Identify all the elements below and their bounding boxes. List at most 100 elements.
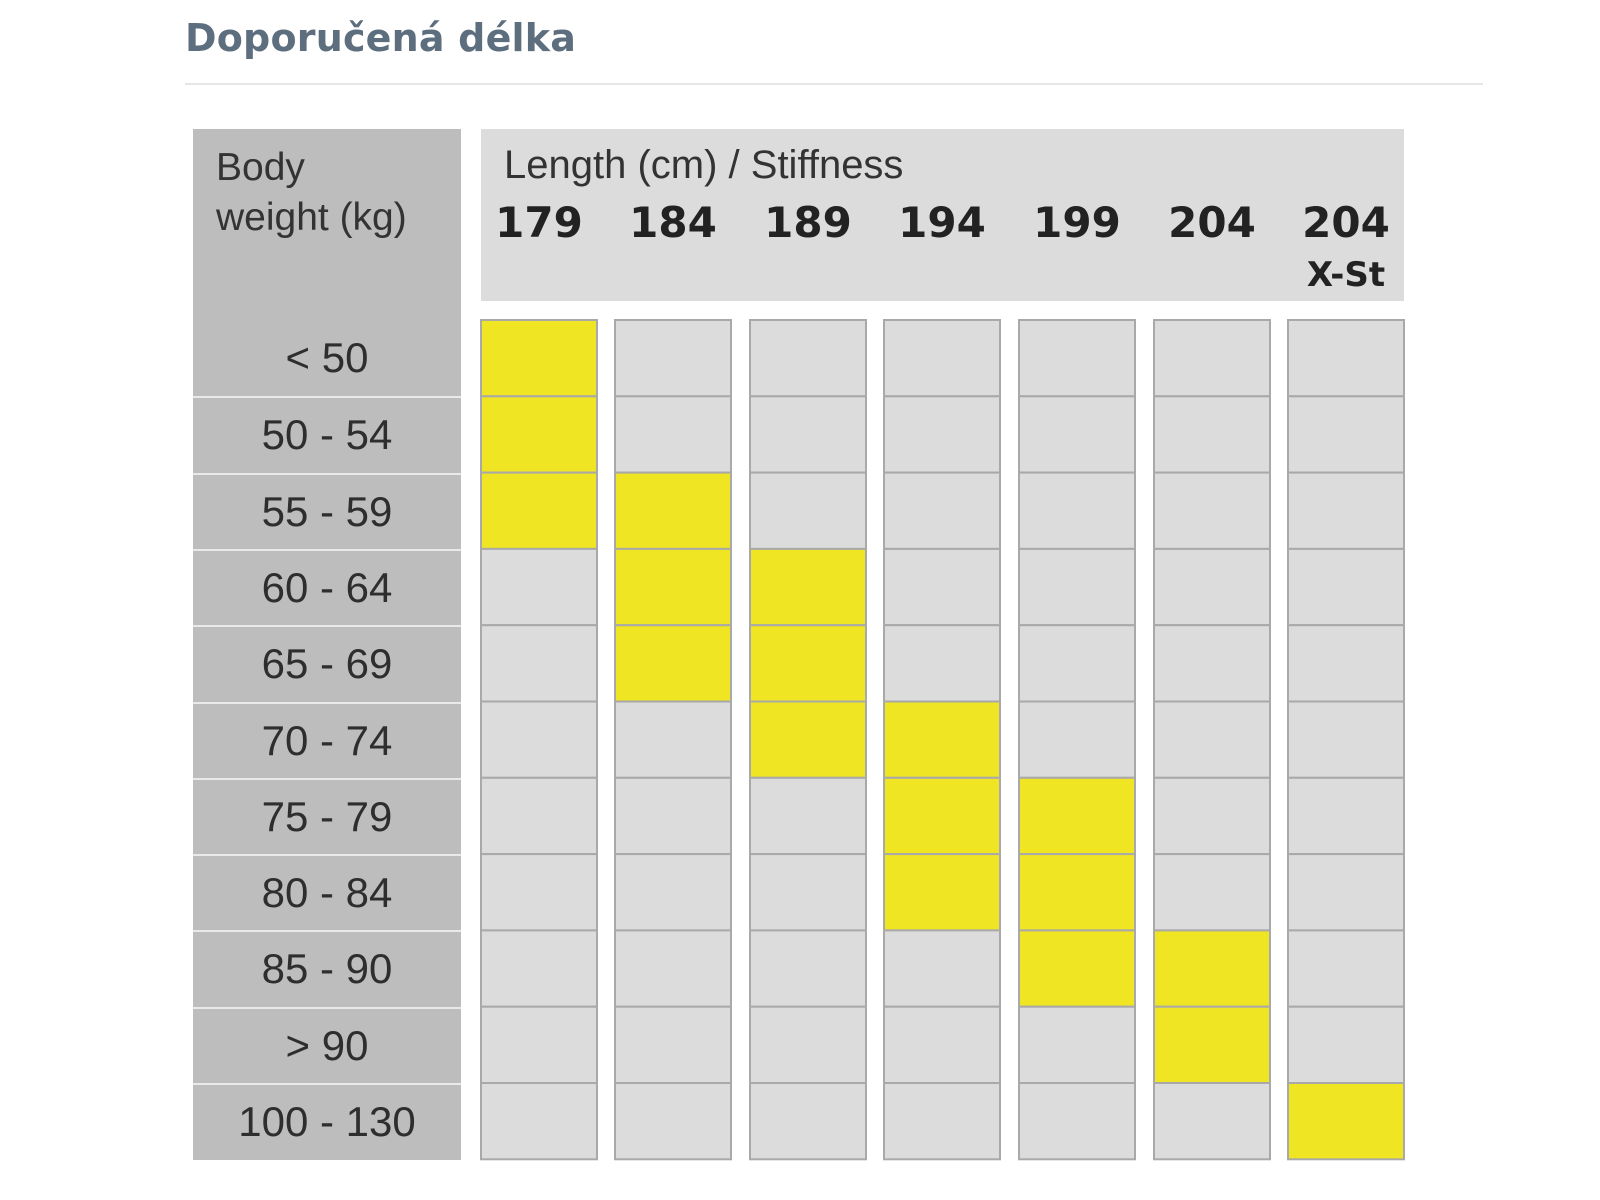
recommended-cell — [883, 776, 1001, 856]
body-weight-row-label: 65 - 69 — [193, 625, 461, 701]
grid-cell — [1018, 700, 1136, 779]
grid-cell — [749, 929, 867, 1008]
grid-cell — [1287, 395, 1405, 474]
recommended-cell — [749, 624, 867, 703]
grid-cell — [1287, 853, 1405, 932]
length-label: 204 — [1168, 198, 1256, 247]
grid-cell — [1287, 1005, 1405, 1085]
grid-cell — [1018, 395, 1136, 474]
recommended-cell — [1153, 929, 1271, 1008]
grid-cell — [1287, 624, 1405, 703]
body-weight-row-label: 85 - 90 — [193, 930, 461, 1006]
grid-cell — [614, 1082, 732, 1161]
recommended-cell — [1018, 853, 1136, 932]
body-weight-header: Body weight (kg) — [216, 143, 407, 243]
recommended-cell — [480, 319, 598, 398]
body-weight-row-label: 70 - 74 — [193, 701, 461, 778]
grid-cell — [1153, 395, 1271, 474]
grid-cell — [1018, 547, 1136, 627]
grid-cell — [1018, 471, 1136, 550]
body-weight-row-label: > 90 — [193, 1006, 461, 1083]
recommended-cell — [614, 624, 732, 703]
grid-cell — [480, 1005, 598, 1085]
body-weight-column: Body weight (kg) < 50 50 - 54 55 - 59 60 - … — [193, 129, 461, 1160]
grid-cell — [749, 471, 867, 550]
recommended-cell — [883, 700, 1001, 779]
body-weight-row-label: 50 - 54 — [193, 396, 461, 472]
body-weight-row-label: 100 - 130 — [193, 1083, 461, 1159]
grid-cell — [614, 700, 732, 779]
grid-cell — [480, 776, 598, 856]
recommended-cell — [614, 471, 732, 550]
grid-cell — [614, 776, 732, 856]
grid-cell — [614, 929, 732, 1008]
page-title: Doporučená délka — [185, 16, 577, 60]
recommended-cell — [749, 700, 867, 779]
grid-cell — [1287, 700, 1405, 779]
length-label: 199 — [1033, 198, 1121, 247]
grid-cell — [1153, 547, 1271, 627]
grid-cell — [749, 395, 867, 474]
body-weight-row-label: < 50 — [285, 334, 369, 381]
grid-cell — [1018, 1082, 1136, 1161]
recommended-cell — [1153, 1005, 1271, 1085]
grid-cell — [1287, 471, 1405, 550]
length-label: 194 — [898, 198, 986, 247]
grid-cell — [614, 1005, 732, 1085]
grid-cell — [1287, 929, 1405, 1008]
recommended-cell — [883, 853, 1001, 932]
body-weight-row-label: 80 - 84 — [193, 854, 461, 930]
grid-cell — [883, 395, 1001, 474]
title-divider — [185, 83, 1483, 85]
recommended-cell — [614, 547, 732, 627]
length-label: 179 — [495, 198, 583, 247]
body-weight-row-label: 55 - 59 — [193, 472, 461, 549]
grid-cell — [1287, 319, 1405, 398]
grid-cell — [480, 624, 598, 703]
grid-cell — [1153, 1082, 1271, 1161]
grid-cell — [749, 853, 867, 932]
stiffness-label: X-St — [1306, 255, 1386, 295]
grid-cell — [1018, 1005, 1136, 1085]
recommended-cell — [749, 547, 867, 627]
grid-cell — [1153, 853, 1271, 932]
body-weight-header-line-1: Body — [216, 146, 305, 189]
recommended-cell — [480, 471, 598, 550]
grid-cell — [480, 547, 598, 627]
length-header: Length (cm) / Stiffness 179 184 189 194 199 2… — [481, 129, 1404, 301]
grid-cell — [614, 395, 732, 474]
recommended-cell — [1018, 929, 1136, 1008]
length-label: 184 — [629, 198, 717, 247]
grid-cell — [1018, 624, 1136, 703]
recommended-cell — [480, 395, 598, 474]
grid-cell — [1287, 547, 1405, 627]
grid-cell — [480, 853, 598, 932]
grid-cell — [883, 624, 1001, 703]
length-stiffness-title: Length (cm) / Stiffness — [504, 143, 904, 187]
body-weight-row-label: 60 - 64 — [193, 548, 461, 625]
grid-cell — [883, 471, 1001, 550]
grid-cell — [480, 929, 598, 1008]
grid-cell — [749, 319, 867, 398]
grid-cell — [883, 547, 1001, 627]
length-label: 189 — [764, 198, 852, 247]
grid-cell — [749, 776, 867, 856]
grid-cell — [1287, 776, 1405, 856]
recommended-cell — [1018, 776, 1136, 856]
grid-cell — [1153, 700, 1271, 779]
grid-cell — [1153, 471, 1271, 550]
grid-cell — [883, 929, 1001, 1008]
grid-cell — [480, 1082, 598, 1161]
grid-cell — [1153, 776, 1271, 856]
grid-cell — [480, 700, 598, 779]
body-weight-header-line-2: weight (kg) — [216, 196, 407, 239]
grid-cell — [883, 1082, 1001, 1161]
recommended-cell — [1287, 1082, 1405, 1161]
grid-cell — [749, 1082, 867, 1161]
grid-cell — [749, 1005, 867, 1085]
grid-cell — [1018, 319, 1136, 398]
grid-cell — [1153, 624, 1271, 703]
grid-cell — [883, 1005, 1001, 1085]
grid-cell — [614, 853, 732, 932]
grid-cell — [1153, 319, 1271, 398]
